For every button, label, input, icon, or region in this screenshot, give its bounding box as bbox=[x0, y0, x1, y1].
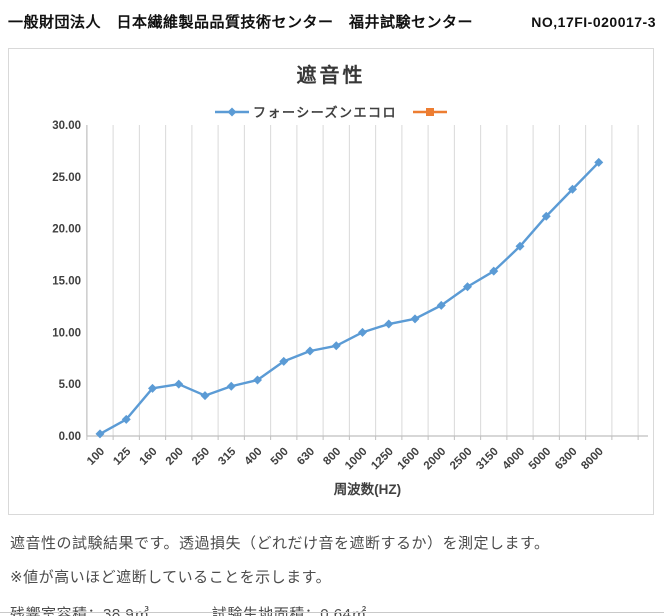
chart-title: 遮音性 bbox=[296, 65, 366, 87]
svg-text:2000: 2000 bbox=[422, 446, 449, 473]
footer-measurements: 残響室容積：38.9㎥ 試験生地面積：0.64㎡ bbox=[10, 603, 656, 616]
svg-text:8000: 8000 bbox=[579, 446, 606, 473]
organization-name: 一般財団法人 日本繊維製品品質技術センター 福井試験センター bbox=[8, 14, 474, 31]
footer-note: ※値が高いほど遮断していることを示します。 bbox=[10, 569, 332, 586]
report-number: NO,17FI-020017-3 bbox=[531, 14, 656, 30]
legend-label: フォーシーズンエコロ bbox=[252, 105, 398, 120]
svg-text:2500: 2500 bbox=[448, 446, 475, 473]
y-axis-labels: 0.00 5.00 10.00 15.00 20.00 25.00 30.00 bbox=[52, 120, 81, 443]
data-point-marker bbox=[568, 184, 577, 194]
svg-text:500: 500 bbox=[269, 446, 291, 468]
svg-text:250: 250 bbox=[190, 446, 212, 468]
data-point-marker bbox=[305, 346, 315, 356]
svg-text:630: 630 bbox=[295, 446, 317, 468]
bottom-divider bbox=[0, 612, 664, 613]
data-point-marker bbox=[384, 319, 394, 329]
svg-text:4000: 4000 bbox=[501, 446, 528, 473]
data-point-marker bbox=[174, 379, 184, 389]
svg-text:160: 160 bbox=[138, 446, 160, 468]
svg-text:315: 315 bbox=[216, 445, 238, 467]
svg-text:125: 125 bbox=[111, 445, 133, 467]
x-axis-labels: 100 125 160 200 250 315 400 500 630 800 1000 1250 16… bbox=[85, 445, 606, 472]
chart-panel: 遮音性 フォーシーズンエコロ 0.00 5.00 10.00 15.00 20.00 25… bbox=[8, 48, 654, 515]
data-point-marker bbox=[426, 107, 435, 116]
data-point-marker bbox=[489, 266, 499, 276]
gridlines bbox=[86, 125, 639, 440]
svg-text:0.00: 0.00 bbox=[59, 431, 81, 443]
data-point-marker bbox=[200, 391, 210, 401]
diamond-legend-marker-icon bbox=[214, 107, 249, 116]
data-point-marker bbox=[358, 327, 367, 337]
svg-text:1000: 1000 bbox=[343, 446, 370, 473]
svg-text:10.00: 10.00 bbox=[52, 327, 81, 339]
room-volume-label: 残響室容積： bbox=[10, 606, 104, 616]
svg-text:5000: 5000 bbox=[527, 446, 554, 473]
fabric-area-value: 0.64㎡ bbox=[320, 606, 367, 616]
chart-legend: フォーシーズンエコロ bbox=[9, 102, 653, 121]
data-point-marker bbox=[253, 375, 262, 385]
x-axis-title: 周波数(HZ) bbox=[334, 481, 402, 497]
footer-description: 遮音性の試験結果です。透過損失（どれだけ音を遮断するか）を測定します。 bbox=[10, 535, 550, 552]
data-point-marker bbox=[226, 381, 236, 391]
svg-text:15.00: 15.00 bbox=[52, 276, 81, 288]
svg-text:30.00: 30.00 bbox=[52, 120, 81, 132]
data-point-marker bbox=[410, 314, 420, 324]
svg-text:800: 800 bbox=[321, 446, 343, 468]
svg-text:100: 100 bbox=[85, 446, 107, 468]
legend-item bbox=[413, 106, 448, 118]
legend-item: フォーシーズンエコロ bbox=[214, 102, 398, 121]
room-volume-value: 38.9㎥ bbox=[103, 606, 150, 616]
data-point-marker bbox=[95, 429, 105, 439]
data-point-marker bbox=[227, 107, 237, 116]
series-line bbox=[99, 161, 600, 435]
data-point-marker bbox=[121, 414, 131, 424]
svg-text:400: 400 bbox=[243, 446, 265, 468]
data-point-marker bbox=[515, 241, 525, 251]
svg-text:3150: 3150 bbox=[474, 446, 501, 473]
report-header: 一般財団法人 日本繊維製品品質技術センター 福井試験センター NO,17FI-0… bbox=[8, 11, 656, 32]
svg-text:200: 200 bbox=[164, 446, 186, 468]
square-legend-marker-icon bbox=[413, 107, 448, 116]
data-point-marker bbox=[436, 300, 446, 310]
data-point-marker bbox=[594, 157, 604, 167]
data-point-marker bbox=[148, 383, 157, 393]
svg-text:25.00: 25.00 bbox=[52, 172, 81, 184]
fabric-area-label: 試験生地面積： bbox=[211, 606, 321, 616]
svg-text:6300: 6300 bbox=[553, 446, 580, 473]
data-point-marker bbox=[463, 282, 472, 292]
report-footer: 遮音性の試験結果です。透過損失（どれだけ音を遮断するか）を測定します。 ※値が高… bbox=[10, 532, 656, 616]
svg-text:5.00: 5.00 bbox=[59, 379, 81, 391]
svg-text:1250: 1250 bbox=[369, 446, 396, 473]
svg-text:20.00: 20.00 bbox=[52, 224, 81, 236]
svg-text:1600: 1600 bbox=[396, 446, 423, 473]
data-point-marker bbox=[541, 211, 551, 221]
data-point-marker bbox=[279, 356, 289, 366]
data-point-marker bbox=[331, 341, 341, 351]
